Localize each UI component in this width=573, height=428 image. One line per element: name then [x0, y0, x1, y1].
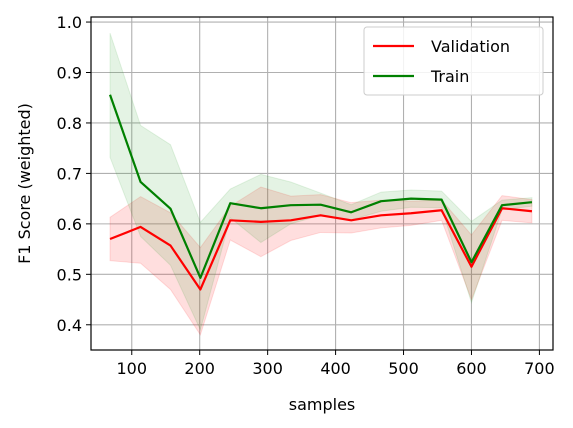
x-tick-label: 600 — [456, 359, 487, 378]
x-tick-label: 100 — [116, 359, 147, 378]
y-axis-label: F1 Score (weighted) — [15, 103, 34, 264]
y-tick-label: 0.6 — [57, 215, 82, 234]
band-validation — [109, 186, 533, 337]
y-tick-label: 1.0 — [57, 13, 82, 32]
axis-ticks: 100 200 300 400 500 600 700 0.4 0.5 0.6 0.7 0.8 0.9 1… — [57, 13, 555, 378]
legend: Validation Train — [363, 26, 544, 96]
legend-box — [363, 26, 544, 96]
y-tick-label: 0.4 — [57, 316, 82, 335]
x-tick-label: 700 — [524, 359, 555, 378]
y-tick-label: 0.7 — [57, 164, 82, 183]
plot-area-frame — [90, 16, 554, 351]
y-tick-label: 0.5 — [57, 265, 82, 284]
legend-label-validation: Validation — [431, 37, 510, 56]
y-tick-label: 0.8 — [57, 114, 82, 133]
series-lines — [108, 94, 533, 291]
x-axis-label: samples — [289, 395, 356, 414]
x-tick-label: 500 — [388, 359, 419, 378]
x-tick-label: 200 — [184, 359, 215, 378]
y-tick-label: 0.9 — [57, 64, 82, 83]
x-tick-label: 300 — [252, 359, 283, 378]
legend-label-train: Train — [430, 67, 469, 86]
x-tick-label: 400 — [320, 359, 351, 378]
